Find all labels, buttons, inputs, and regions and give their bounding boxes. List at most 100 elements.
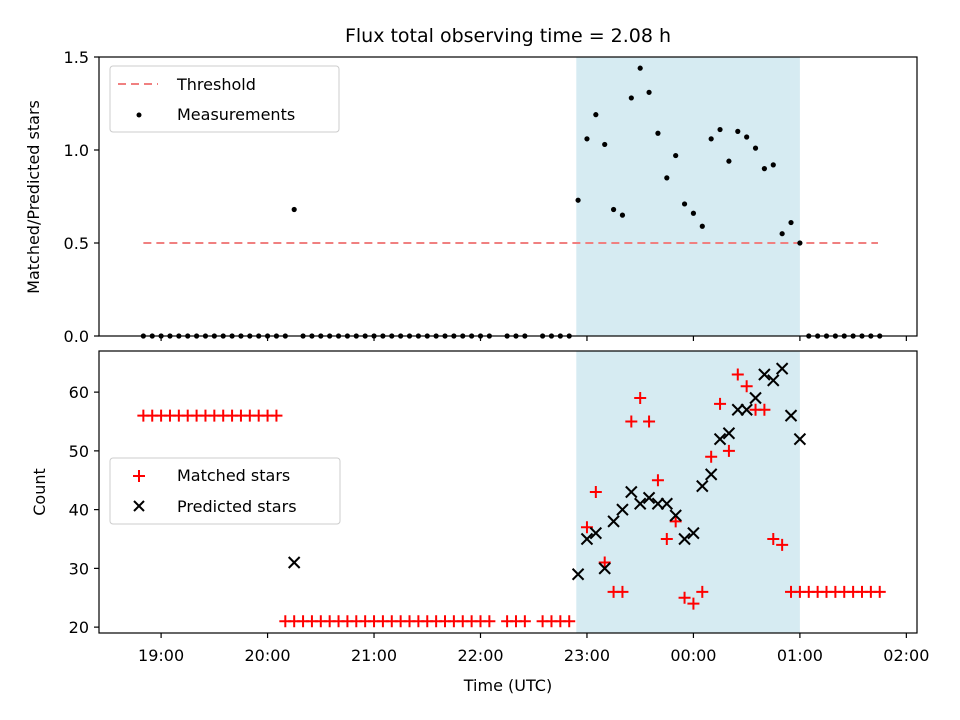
matched-star-marker [651, 474, 664, 487]
matched-star-marker [660, 533, 673, 545]
top-y-tick-label: 0.5 [64, 234, 89, 253]
measurement-point [770, 162, 776, 168]
matched-star-marker [563, 615, 576, 628]
x-tick-label: 00:00 [670, 646, 716, 665]
predicted-star-marker [696, 479, 709, 493]
x-tick-label: 19:00 [138, 646, 184, 665]
matched-star-marker [873, 585, 886, 598]
matched-star-marker [669, 515, 682, 528]
legend-predicted-label: Predicted stars [177, 497, 297, 516]
predicted-star-marker [784, 409, 798, 422]
predicted-star-marker [758, 368, 771, 381]
predicted-star-marker [642, 491, 656, 505]
measurement-point [673, 152, 679, 159]
matched-star-marker [687, 597, 700, 610]
legend-predicted-swatch [133, 500, 145, 512]
matched-star-marker [598, 556, 611, 569]
matched-star-marker [758, 403, 771, 416]
x-tick-label: 21:00 [351, 646, 397, 665]
measurement-point [761, 166, 768, 172]
top-legend: Threshold Measurements [109, 65, 340, 133]
measurement-point [593, 112, 599, 118]
legend-measurements-swatch [136, 112, 142, 118]
predicted-star-marker [731, 403, 744, 416]
predicted-star-marker [767, 374, 780, 387]
legend-measurements-label: Measurements [177, 105, 295, 124]
predicted-star-marker [651, 497, 665, 510]
top-y-tick-label: 1.0 [64, 141, 89, 160]
measurement-point [619, 212, 626, 218]
bottom-y-ticks: 20 30 40 50 60 [69, 383, 99, 637]
predicted-star-marker [616, 503, 629, 516]
x-tick-label: 22:00 [457, 646, 503, 665]
matched-star-marker [740, 380, 753, 393]
predicted-star-marker [633, 497, 647, 510]
measurement-point [637, 65, 643, 71]
matched-star-marker [589, 486, 602, 498]
measurement-point [646, 89, 652, 95]
top-y-axis-label: Matched/Predicted stars [24, 100, 43, 294]
predicted-star-marker [589, 526, 603, 540]
predicted-star-marker [669, 509, 682, 522]
x-tick-label: 23:00 [564, 646, 610, 665]
legend-matched-label: Matched stars [177, 466, 290, 485]
x-tick-label: 20:00 [245, 646, 291, 665]
bottom-panel: 20 30 40 50 60 19:00 20:00 21:00 22:00 23:00 00:0… [30, 350, 929, 695]
measurement-point [575, 197, 581, 203]
measurement-point [628, 95, 634, 101]
matched-star-marker [625, 415, 638, 428]
predicted-star-marker [287, 556, 301, 569]
bottom-x-ticks: 19:00 20:00 21:00 22:00 23:00 00:00 01:00 02:00 [138, 633, 929, 665]
measurement-point [699, 223, 705, 229]
bottom-legend-box [109, 457, 341, 525]
matched-star-marker [616, 585, 629, 598]
predicted-star-marker [687, 526, 700, 540]
bottom-y-tick-label: 50 [69, 442, 89, 461]
matched-star-marker [731, 368, 744, 381]
top-y-tick-label: 0.0 [64, 327, 89, 346]
measurement-point [726, 158, 732, 164]
bottom-y-tick-label: 60 [69, 383, 89, 402]
predicted-star-marker [571, 568, 585, 581]
matched-star-marker [776, 538, 789, 551]
matched-star-marker [483, 615, 496, 628]
measurement-point [744, 134, 750, 140]
predicted-star-marker [580, 532, 594, 546]
bottom-y-tick-label: 20 [69, 618, 89, 637]
matched-star-marker [714, 397, 727, 410]
x-tick-label: 02:00 [883, 646, 929, 665]
top-panel: 0.0 0.5 1.0 1.5 Matched/Predicted stars Thr… [24, 48, 918, 346]
measurement-point [735, 128, 741, 134]
measurement-point [752, 145, 759, 151]
bottom-shaded-region [576, 351, 800, 633]
top-y-tick-label: 1.5 [64, 48, 89, 67]
bottom-legend: Matched stars Predicted stars [109, 457, 341, 525]
measurement-point [681, 201, 688, 207]
matched-star-marker [696, 585, 709, 598]
measurement-point [602, 141, 608, 148]
measurement-point [690, 210, 697, 216]
predicted-star-marker [660, 497, 674, 510]
measurement-point [655, 130, 661, 136]
chart-title: Flux total observing time = 2.08 h [345, 25, 671, 47]
top-axes-frame [98, 56, 918, 337]
predicted-star-marker [749, 391, 762, 405]
top-shaded-region [576, 57, 800, 336]
measurement-point [291, 206, 297, 213]
matched-star-marker [705, 450, 718, 463]
matched-stars-points [137, 368, 886, 628]
bottom-axes-frame [98, 350, 918, 634]
predicted-star-marker [775, 362, 789, 375]
matched-star-marker [518, 615, 531, 628]
matched-star-marker [643, 415, 656, 428]
matched-star-marker [634, 392, 647, 404]
measurement-point [610, 206, 617, 213]
predicted-stars-points [287, 362, 807, 581]
legend-threshold-label: Threshold [176, 75, 256, 94]
predicted-star-marker [722, 427, 736, 440]
matched-star-marker [678, 591, 691, 604]
predicted-star-marker [740, 403, 753, 416]
top-x-ticks [160, 336, 907, 341]
top-legend-box [109, 65, 340, 133]
